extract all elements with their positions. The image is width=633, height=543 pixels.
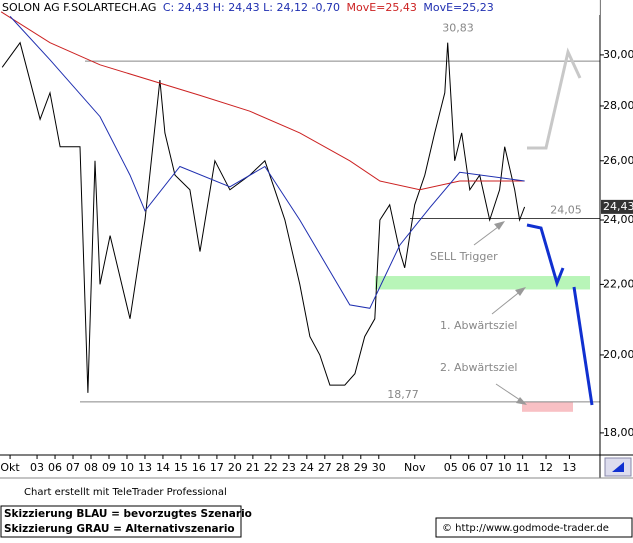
last-price-box [601, 199, 633, 214]
credit: Chart erstellt mit TeleTrader Profession… [24, 487, 227, 498]
x-tick-label: 24 [300, 461, 314, 474]
x-tick-label: 22 [264, 461, 278, 474]
x-tick-label: 12 [539, 461, 553, 474]
ma-label: MovE=25,43 [346, 1, 416, 14]
arrow [495, 383, 524, 403]
arrow [491, 289, 523, 315]
header-bg [0, 0, 600, 15]
moving-average [0, 11, 525, 191]
peak-label: 30,83 [442, 22, 474, 35]
x-tick-label: 11 [516, 461, 530, 474]
x-tick-label: Okt [0, 461, 20, 474]
y-tick-label: 30,00 [603, 48, 633, 61]
arrow-head [494, 221, 505, 230]
x-tick-label: 28 [336, 461, 350, 474]
y-tick-label: 22,00 [603, 277, 633, 290]
moving-average [9, 16, 525, 309]
annotation: 2. Abwärtsziel [440, 361, 517, 374]
x-tick-label: 13 [562, 461, 576, 474]
x-tick-label: 23 [282, 461, 296, 474]
x-tick-label: 15 [174, 461, 188, 474]
y-tick-label: 18,00 [603, 426, 633, 439]
x-tick-label: 03 [30, 461, 44, 474]
plot-area [0, 0, 600, 455]
x-tick-label: 20 [228, 461, 242, 474]
level-label: 18,77 [387, 388, 419, 401]
x-tick-label: 14 [156, 461, 170, 474]
y-tick-label: 24,00 [603, 213, 633, 226]
price-line [1, 41, 526, 393]
annotation: SELL Trigger [430, 250, 498, 263]
source-box [435, 517, 633, 538]
x-tick-label: 07 [66, 461, 80, 474]
y-tick-label: 28,00 [603, 99, 633, 112]
x-tick-label: 09 [102, 461, 116, 474]
x-tick-label: 06 [48, 461, 62, 474]
x-tick-label: 07 [480, 461, 494, 474]
x-tick-label: 30 [372, 461, 386, 474]
x-tick-label: 08 [84, 461, 98, 474]
title: SOLON AG F.SOLARTECH.AG [2, 1, 156, 14]
scenario-note: Skizzierung GRAU = Alternativszenario [4, 523, 235, 535]
x-tick-label: 06 [462, 461, 476, 474]
source: © http://www.godmode-trader.de [442, 523, 609, 534]
arrow-head [516, 397, 527, 405]
target-zone [522, 401, 573, 412]
annotation: 1. Abwärtsziel [440, 319, 517, 332]
x-tick-label: 10 [120, 461, 134, 474]
last-price-label: 24,43 [603, 200, 633, 213]
arrow-head [515, 287, 526, 296]
blue-scenario [572, 286, 594, 406]
header: SOLON AG F.SOLARTECH.AG C: 24,43 H: 24,4… [2, 1, 494, 14]
blue-scenario [526, 223, 565, 288]
x-tick-label: 29 [354, 461, 368, 474]
legend-box [0, 505, 242, 538]
quote: C: 24,43 H: 24,43 L: 24,12 -0,70 [163, 1, 340, 14]
gray-scenario [527, 47, 582, 150]
y-tick-label: 20,00 [603, 348, 633, 361]
x-tick-label: 27 [318, 461, 332, 474]
x-tick-label: 17 [210, 461, 224, 474]
icon [612, 462, 624, 472]
x-tick-label: Nov [404, 461, 426, 474]
x-tick-label: 21 [246, 461, 260, 474]
x-tick-label: 13 [138, 461, 152, 474]
x-tick-label: 10 [498, 461, 512, 474]
target-zone [375, 276, 590, 290]
scenario-note: Skizzierung BLAU = bevorzugtes Szenario [4, 508, 252, 520]
x-tick-label: 05 [444, 461, 458, 474]
x-tick-label: 16 [192, 461, 206, 474]
ma-label: MovE=25,23 [423, 1, 493, 14]
y-tick-label: 26,00 [603, 154, 633, 167]
level-label: 24,05 [550, 203, 582, 216]
